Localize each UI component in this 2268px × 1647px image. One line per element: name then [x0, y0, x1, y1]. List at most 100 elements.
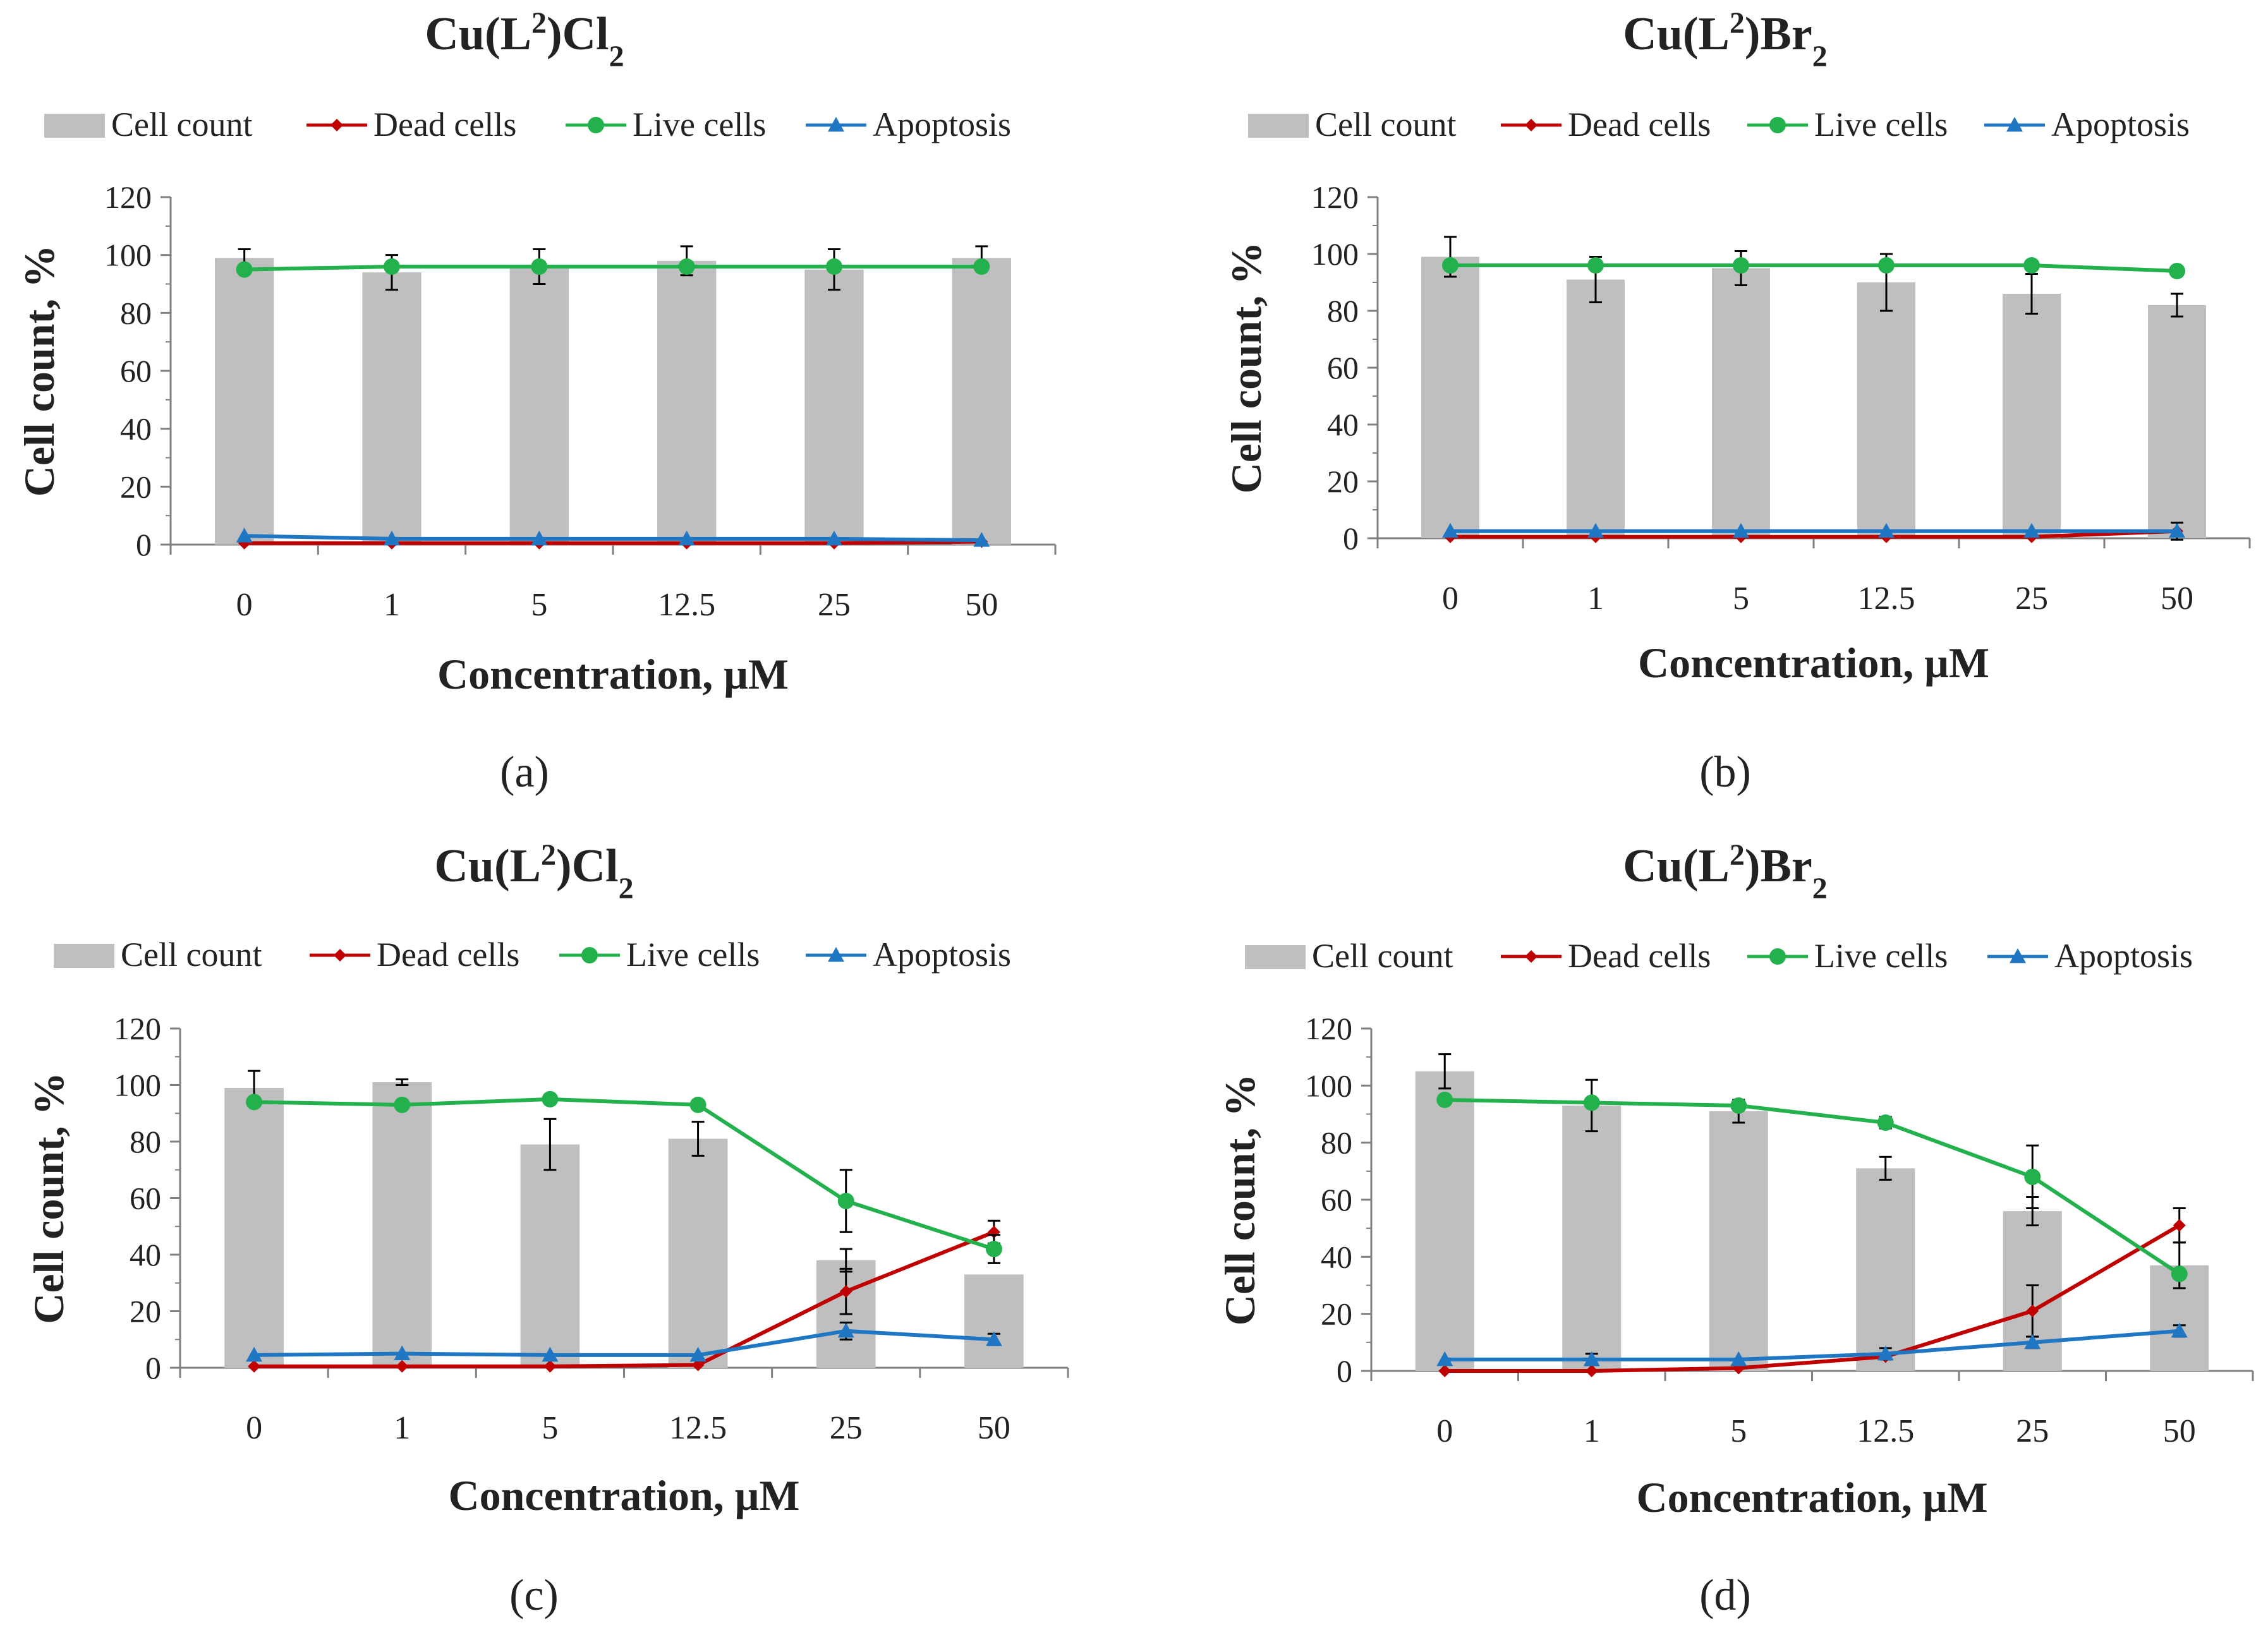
legend-marker-apoptosis — [828, 947, 844, 962]
panel-d-point-live-cells — [1436, 1091, 1453, 1108]
panel-d-title-part: )Br — [1745, 840, 1812, 892]
legend-marker-live-cells — [1769, 117, 1786, 133]
legend-swatch-cell-count — [54, 944, 114, 968]
panel-b-bar — [1857, 282, 1915, 538]
panel-d-point-live-cells — [2024, 1168, 2041, 1185]
panel-b-y-label: Cell count, % — [1222, 242, 1270, 494]
panel-a-bar — [657, 260, 717, 545]
panel-c-point-apoptosis — [542, 1346, 559, 1362]
panel-b-bar — [2003, 294, 2061, 538]
panel-c-x-tick-label: 12.5 — [669, 1410, 727, 1446]
legend-label-dead-cells: Dead cells — [1568, 937, 1711, 975]
panel-c-y-tick-label: 80 — [130, 1124, 161, 1159]
panel-b-point-apoptosis — [2169, 522, 2185, 538]
panel-d-label: (d) — [1699, 1571, 1751, 1620]
panel-d-point-live-cells — [2171, 1265, 2188, 1282]
panel-b-point-live-cells — [1587, 257, 1604, 274]
panel-d-point-apoptosis — [1730, 1351, 1747, 1366]
panel-b-bar — [1712, 268, 1770, 538]
legend-label-dead-cells: Dead cells — [1568, 106, 1711, 143]
panel-a-point-live-cells — [384, 258, 400, 275]
panel-a-y-tick-label: 100 — [104, 238, 152, 273]
panel-b-y-tick-label: 60 — [1327, 350, 1359, 385]
panel-c-point-live-cells — [837, 1192, 854, 1209]
panel-c-bar — [964, 1274, 1024, 1368]
panel-d-x-tick-label: 1 — [1584, 1413, 1600, 1449]
panel-d-y-tick-label: 40 — [1321, 1239, 1352, 1274]
panel-a-x-tick-label: 1 — [384, 587, 400, 623]
panel-b-title-part: Cu(L — [1623, 8, 1730, 60]
panel-c-title-sub: 2 — [619, 872, 634, 905]
panel-c-title-sup: 2 — [541, 838, 556, 872]
panel-d-title-sub: 2 — [1812, 872, 1828, 905]
panel-b-x-tick-label: 12.5 — [1858, 581, 1915, 617]
panel-a-y-tick-label: 0 — [136, 527, 152, 562]
panel-c-y-tick-label: 40 — [130, 1237, 161, 1272]
legend-label-cell-count: Cell count — [1315, 106, 1456, 143]
legend-label-live-cells: Live cells — [633, 106, 766, 143]
panel-c-point-live-cells — [246, 1094, 263, 1111]
legend-marker-dead-cells — [330, 119, 343, 131]
panel-d-bar — [1856, 1168, 1915, 1371]
panel-d-point-dead-cells — [2173, 1219, 2186, 1232]
legend-marker-dead-cells — [334, 949, 346, 962]
panel-b-x-tick-label: 5 — [1733, 581, 1749, 617]
panel-a-point-apoptosis — [678, 530, 695, 546]
panel-b-x-tick-label: 1 — [1587, 581, 1604, 617]
panel-a-point-apoptosis — [236, 528, 253, 543]
panel-d-title-sup: 2 — [1730, 838, 1745, 872]
panel-a-point-live-cells — [826, 258, 842, 275]
panel-b-title-part: )Br — [1745, 8, 1812, 60]
panel-c-point-dead-cells — [396, 1360, 409, 1373]
panel-c-point-apoptosis — [689, 1346, 706, 1362]
legend-label-cell-count: Cell count — [1312, 937, 1453, 975]
panel-d-point-live-cells — [1877, 1114, 1894, 1131]
panel-b-point-apoptosis — [1442, 522, 1458, 538]
panel-b-title: Cu(L2)Br2 — [1623, 6, 1827, 73]
legend-label-live-cells: Live cells — [626, 936, 760, 974]
panel-c-y-label: Cell count, % — [25, 1072, 73, 1324]
panel-b-point-live-cells — [1878, 257, 1895, 274]
panel-c-point-apoptosis — [394, 1345, 411, 1361]
panel-d-point-apoptosis — [1583, 1351, 1600, 1366]
panel-d-point-live-cells — [1730, 1097, 1747, 1114]
panel-a-title: Cu(L2)Cl2 — [425, 6, 624, 73]
panel-c-y-tick-label: 100 — [114, 1068, 161, 1103]
legend-label-apoptosis: Apoptosis — [2051, 106, 2190, 143]
panel-c-x-tick-label: 50 — [978, 1410, 1010, 1446]
panel-d-bar — [1709, 1111, 1768, 1371]
panel-d-legend: Cell count Dead cells Live cells Apoptosis — [1245, 937, 2193, 975]
panel-d-y-tick-label: 0 — [1337, 1353, 1352, 1389]
panel-a-x-tick-label: 12.5 — [658, 587, 715, 623]
panel-a-bar — [952, 258, 1011, 545]
panel-a-label: (a) — [500, 748, 549, 797]
legend-marker-apoptosis — [2010, 948, 2026, 963]
legend-label-cell-count: Cell count — [121, 936, 262, 974]
panel-b-bar — [1421, 256, 1479, 538]
panel-c-x-label: Concentration, μM — [448, 1471, 799, 1519]
panel-b-point-apoptosis — [1587, 522, 1604, 538]
panel-a-y-tick-label: 80 — [120, 295, 152, 330]
panel-b-y-tick-label: 120 — [1311, 179, 1359, 215]
panel-c-point-live-cells — [394, 1096, 411, 1113]
panel-c-title-part: )Cl — [556, 840, 619, 892]
panel-d-point-apoptosis — [1436, 1351, 1453, 1366]
panel-a-title-part: )Cl — [547, 8, 609, 60]
panel-b-label: (b) — [1699, 748, 1751, 797]
panel-d-y-tick-label: 60 — [1321, 1182, 1352, 1217]
legend-swatch-cell-count — [44, 114, 105, 138]
panel-a: Cu(L2)Cl2 Cell count Dead cells Live cells A… — [15, 6, 1057, 797]
panel-d-line-apoptosis — [1445, 1329, 2180, 1361]
panel-b-y-tick-label: 0 — [1343, 521, 1359, 556]
panel-a-legend: Cell count Dead cells Live cells Apoptosis — [44, 106, 1011, 143]
panel-c-point-apoptosis — [985, 1331, 1002, 1346]
panel-d-y-tick-label: 80 — [1321, 1125, 1352, 1161]
legend-marker-live-cells — [1769, 948, 1786, 965]
panel-c-y-tick-label: 120 — [114, 1011, 161, 1046]
panel-b-y-tick-label: 100 — [1311, 236, 1359, 272]
panel-d-title-part: Cu(L — [1623, 840, 1730, 892]
panel-b-point-live-cells — [1733, 257, 1749, 274]
